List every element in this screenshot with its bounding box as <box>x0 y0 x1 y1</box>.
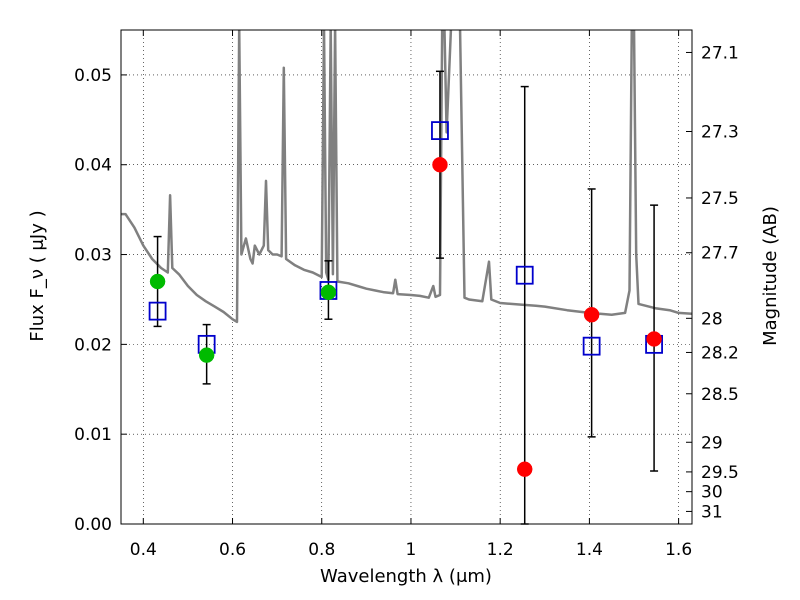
right-tick-label-4: 28 <box>701 309 723 329</box>
x-axis-label: Wavelength λ (μm) <box>320 566 492 587</box>
tick-labels: 0.4 0.6 0.8 1 1.2 1.4 1.6 0.00 0.01 0.02 0.03 0.04 0… <box>74 43 739 560</box>
right-tick-label-6: 28.5 <box>701 385 739 405</box>
right-tick-label-10: 31 <box>701 502 723 522</box>
right-tick-label-2: 27.5 <box>701 189 739 209</box>
observed-point-0-1 <box>198 347 215 363</box>
model-point-4 <box>515 265 534 285</box>
y-axis-label-left: Flux F_ν ( μJy ) <box>27 210 48 341</box>
right-tick-label-3: 27.7 <box>701 244 739 264</box>
x-tick-label-1: 0.6 <box>219 540 246 560</box>
model-point-3 <box>431 121 449 140</box>
x-tick-label-5: 1.4 <box>576 540 603 560</box>
y-tick-label-2: 0.02 <box>74 335 112 355</box>
y-tick-label-5: 0.05 <box>74 66 112 86</box>
x-tick-label-3: 1 <box>406 540 417 560</box>
template-spectrum <box>121 30 692 324</box>
y-tick-label-3: 0.03 <box>74 246 112 266</box>
observed-points <box>149 156 662 477</box>
x-tick-label-0: 0.4 <box>130 540 157 560</box>
right-tick-label-0: 27.1 <box>701 43 739 63</box>
y-axis-label-right: Magnitude (AB) <box>760 206 781 346</box>
y-tick-label-1: 0.01 <box>74 425 112 445</box>
model-point-0 <box>148 301 167 321</box>
observed-point-0-2 <box>320 284 337 301</box>
x-tick-label-2: 0.8 <box>308 540 335 560</box>
model-point-5 <box>582 336 601 356</box>
observed-point-1-0 <box>432 156 448 173</box>
x-tick-label-6: 1.6 <box>665 540 692 560</box>
spectrum-line <box>121 30 692 324</box>
axis-ticks <box>121 30 692 525</box>
x-tick-label-4: 1.2 <box>487 540 514 560</box>
right-tick-label-8: 29.5 <box>701 463 739 483</box>
observed-point-1-2 <box>583 306 600 323</box>
y-tick-label-0: 0.00 <box>74 515 112 535</box>
observed-point-1-1 <box>516 461 533 477</box>
right-tick-label-7: 29 <box>701 433 723 453</box>
plot-frame <box>120 29 693 525</box>
right-tick-label-9: 30 <box>701 483 723 503</box>
observed-point-0-0 <box>149 273 166 290</box>
observed-point-1-3 <box>646 331 662 347</box>
y-tick-label-4: 0.04 <box>74 156 112 176</box>
right-tick-label-5: 28.2 <box>701 343 739 363</box>
right-tick-label-1: 27.3 <box>701 122 739 142</box>
